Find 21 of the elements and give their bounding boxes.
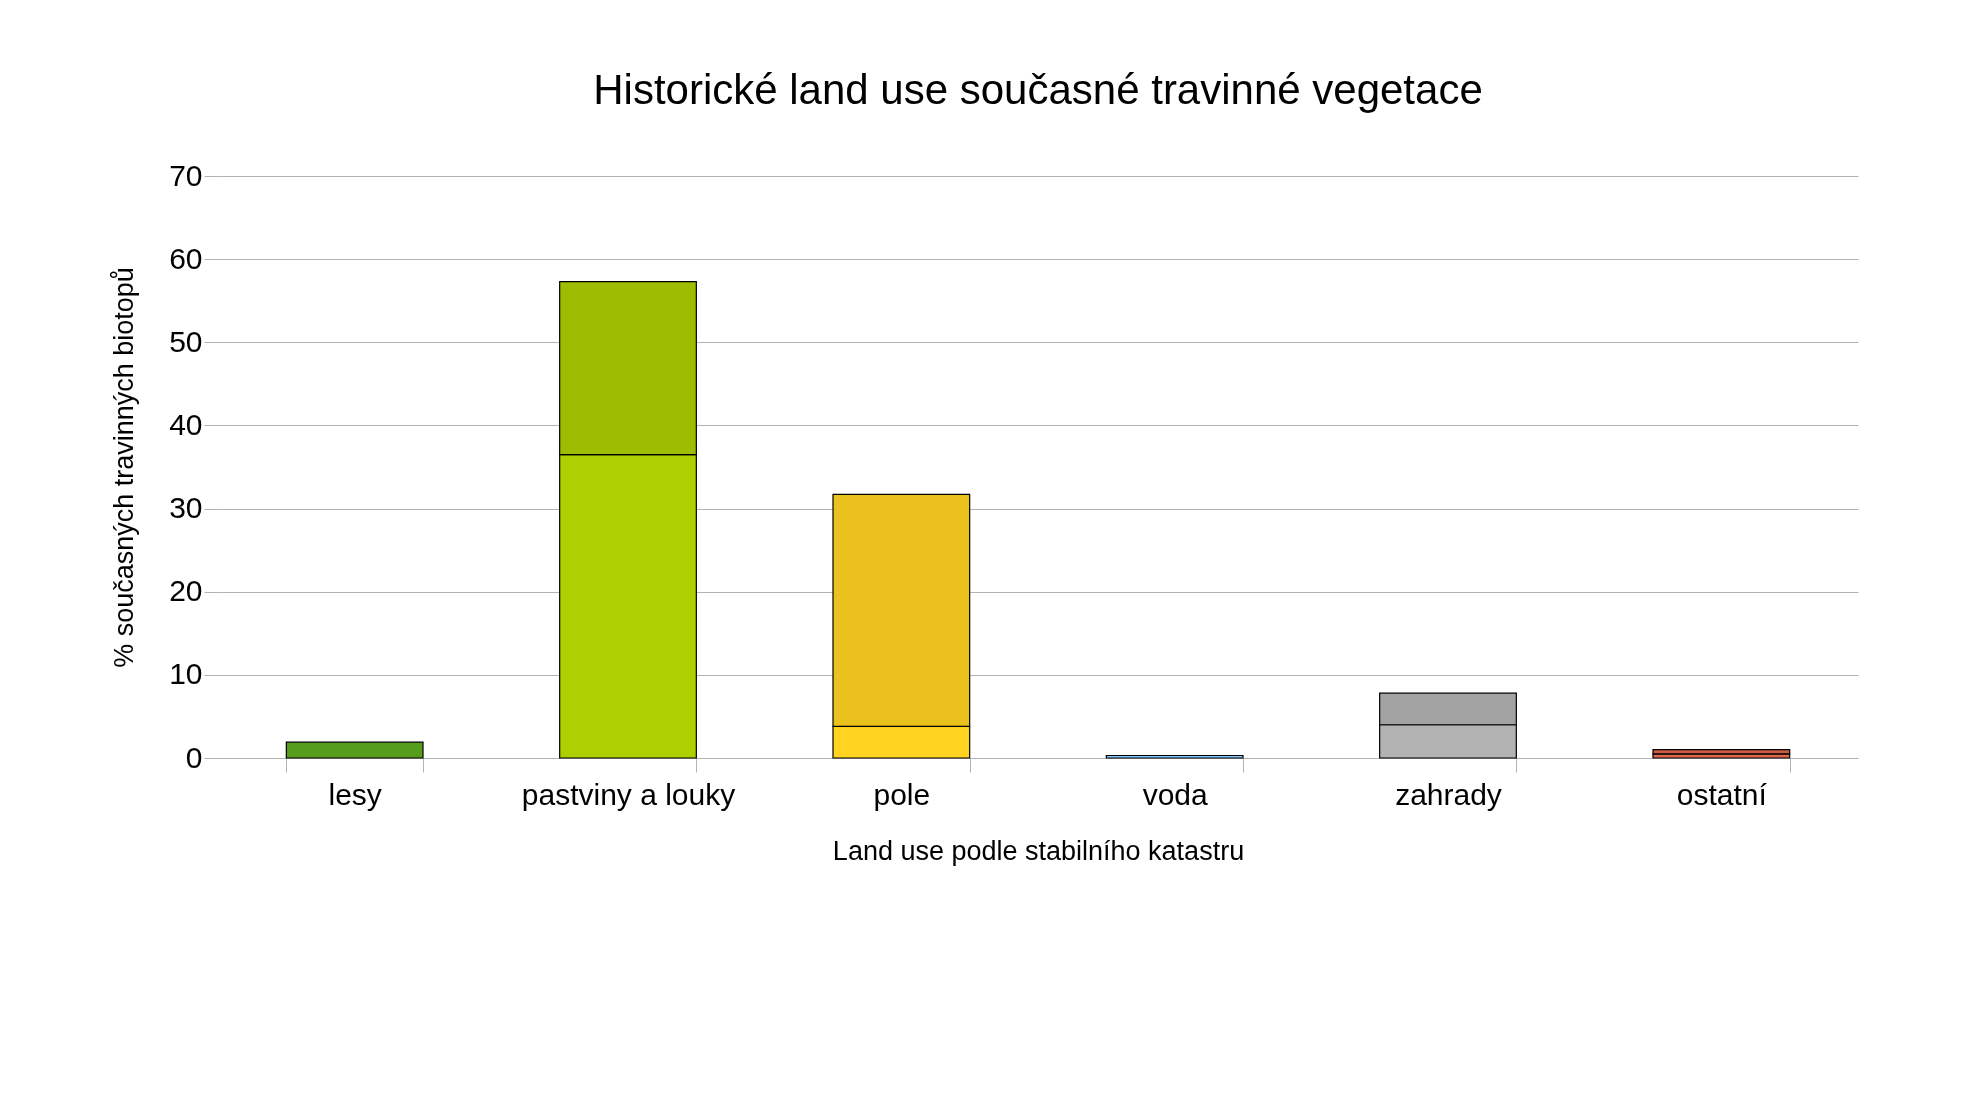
- x-axis-title: Land use podle stabilního katastru: [832, 835, 1245, 866]
- y-axis-title: % současných travinných biotopů: [109, 267, 140, 668]
- x-tick-label: zahrady: [1395, 777, 1502, 811]
- x-tick-label: ostatní: [1676, 777, 1768, 811]
- y-tick-label: 50: [169, 324, 203, 358]
- x-tick-label: pastviny a louky: [521, 777, 736, 811]
- bar: [1652, 753, 1791, 759]
- bar: [1105, 754, 1244, 759]
- x-tick-label: lesy: [328, 777, 382, 811]
- y-tick-label: 60: [169, 241, 203, 275]
- x-tick-label: pole: [873, 777, 931, 811]
- bar: [1652, 749, 1791, 755]
- x-tick-label: voda: [1142, 777, 1208, 811]
- y-tick-label: 20: [169, 574, 203, 608]
- y-tick-label: 30: [169, 491, 203, 525]
- y-tick-label: 70: [169, 158, 203, 192]
- chart-title: Historické land use současné travinné vegetace: [593, 66, 1483, 113]
- y-tick-label: 40: [169, 407, 203, 441]
- y-tick-label: 0: [185, 740, 203, 774]
- bar: [285, 741, 424, 759]
- y-tick-label: 10: [169, 657, 203, 691]
